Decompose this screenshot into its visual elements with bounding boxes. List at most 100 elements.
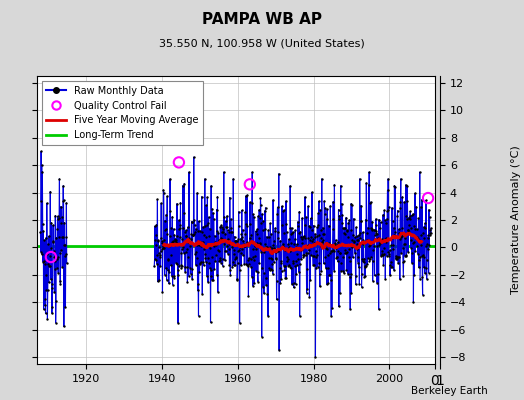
Point bbox=[294, 268, 303, 275]
Point bbox=[161, 218, 169, 224]
Point bbox=[292, 270, 300, 277]
Point bbox=[332, 255, 341, 261]
Point bbox=[382, 220, 390, 226]
Point bbox=[200, 223, 209, 230]
Point bbox=[329, 247, 337, 253]
Point bbox=[352, 281, 360, 288]
Point bbox=[276, 280, 284, 286]
Point bbox=[248, 169, 256, 175]
Point bbox=[359, 258, 367, 264]
Point bbox=[328, 304, 336, 311]
Point bbox=[347, 290, 356, 296]
Point bbox=[189, 232, 197, 238]
Point bbox=[156, 248, 165, 254]
Point bbox=[180, 250, 188, 256]
Point bbox=[288, 281, 296, 288]
Point bbox=[152, 222, 161, 228]
Point bbox=[425, 242, 433, 248]
Point bbox=[179, 182, 187, 189]
Point bbox=[283, 254, 291, 260]
Point bbox=[39, 306, 48, 312]
Point bbox=[232, 237, 240, 244]
Point bbox=[254, 278, 262, 285]
Point bbox=[372, 228, 380, 234]
Point bbox=[316, 207, 324, 213]
Point bbox=[186, 240, 194, 246]
Point bbox=[245, 239, 254, 246]
Point bbox=[368, 218, 376, 225]
Point bbox=[162, 265, 170, 272]
Point bbox=[355, 281, 364, 287]
Point bbox=[260, 226, 269, 232]
Point bbox=[282, 198, 290, 204]
Point bbox=[263, 244, 271, 250]
Point bbox=[228, 241, 237, 248]
Point bbox=[321, 204, 329, 211]
Point bbox=[407, 237, 416, 243]
Point bbox=[39, 228, 48, 234]
Point bbox=[169, 240, 177, 246]
Point bbox=[387, 259, 395, 265]
Point bbox=[298, 215, 307, 221]
Point bbox=[347, 202, 356, 208]
Point bbox=[247, 274, 256, 280]
Point bbox=[176, 234, 184, 241]
Point bbox=[366, 242, 374, 248]
Point bbox=[203, 273, 211, 279]
Point bbox=[378, 248, 386, 254]
Point bbox=[388, 264, 397, 270]
Point bbox=[58, 214, 66, 220]
Point bbox=[394, 260, 402, 266]
Point bbox=[304, 247, 313, 254]
Point bbox=[209, 240, 217, 247]
Point bbox=[47, 245, 55, 251]
Point bbox=[293, 219, 302, 225]
Point bbox=[211, 239, 219, 245]
Point bbox=[247, 264, 255, 270]
Point bbox=[394, 254, 402, 260]
Point bbox=[44, 241, 52, 247]
Point bbox=[397, 250, 405, 256]
Point bbox=[355, 232, 363, 238]
Point bbox=[415, 237, 423, 244]
Point bbox=[208, 277, 216, 283]
Point bbox=[47, 281, 56, 288]
Point bbox=[223, 224, 231, 230]
Point bbox=[174, 266, 182, 273]
Point bbox=[61, 304, 70, 310]
Point bbox=[375, 216, 383, 223]
Point bbox=[216, 224, 224, 230]
Point bbox=[378, 252, 387, 258]
Point bbox=[311, 354, 320, 360]
Point bbox=[301, 194, 309, 200]
Point bbox=[414, 236, 422, 242]
Point bbox=[353, 246, 361, 252]
Point bbox=[384, 249, 392, 256]
Point bbox=[62, 260, 71, 266]
Point bbox=[194, 228, 202, 234]
Point bbox=[224, 236, 233, 242]
Point bbox=[216, 235, 225, 241]
Point bbox=[335, 216, 343, 222]
Point bbox=[154, 278, 162, 285]
Point bbox=[209, 277, 217, 283]
Point bbox=[383, 216, 391, 222]
Point bbox=[407, 244, 415, 251]
Point bbox=[268, 267, 276, 273]
Point bbox=[324, 252, 332, 258]
Point bbox=[247, 231, 256, 238]
Point bbox=[363, 230, 371, 236]
Point bbox=[391, 234, 399, 240]
Point bbox=[401, 235, 409, 242]
Point bbox=[258, 227, 267, 233]
Point bbox=[418, 274, 427, 280]
Point bbox=[199, 259, 207, 265]
Point bbox=[406, 216, 414, 222]
Point bbox=[331, 241, 339, 248]
Point bbox=[390, 232, 398, 238]
Point bbox=[332, 237, 340, 243]
Point bbox=[387, 242, 396, 248]
Point bbox=[46, 253, 54, 260]
Point bbox=[54, 270, 62, 276]
Point bbox=[193, 287, 202, 294]
